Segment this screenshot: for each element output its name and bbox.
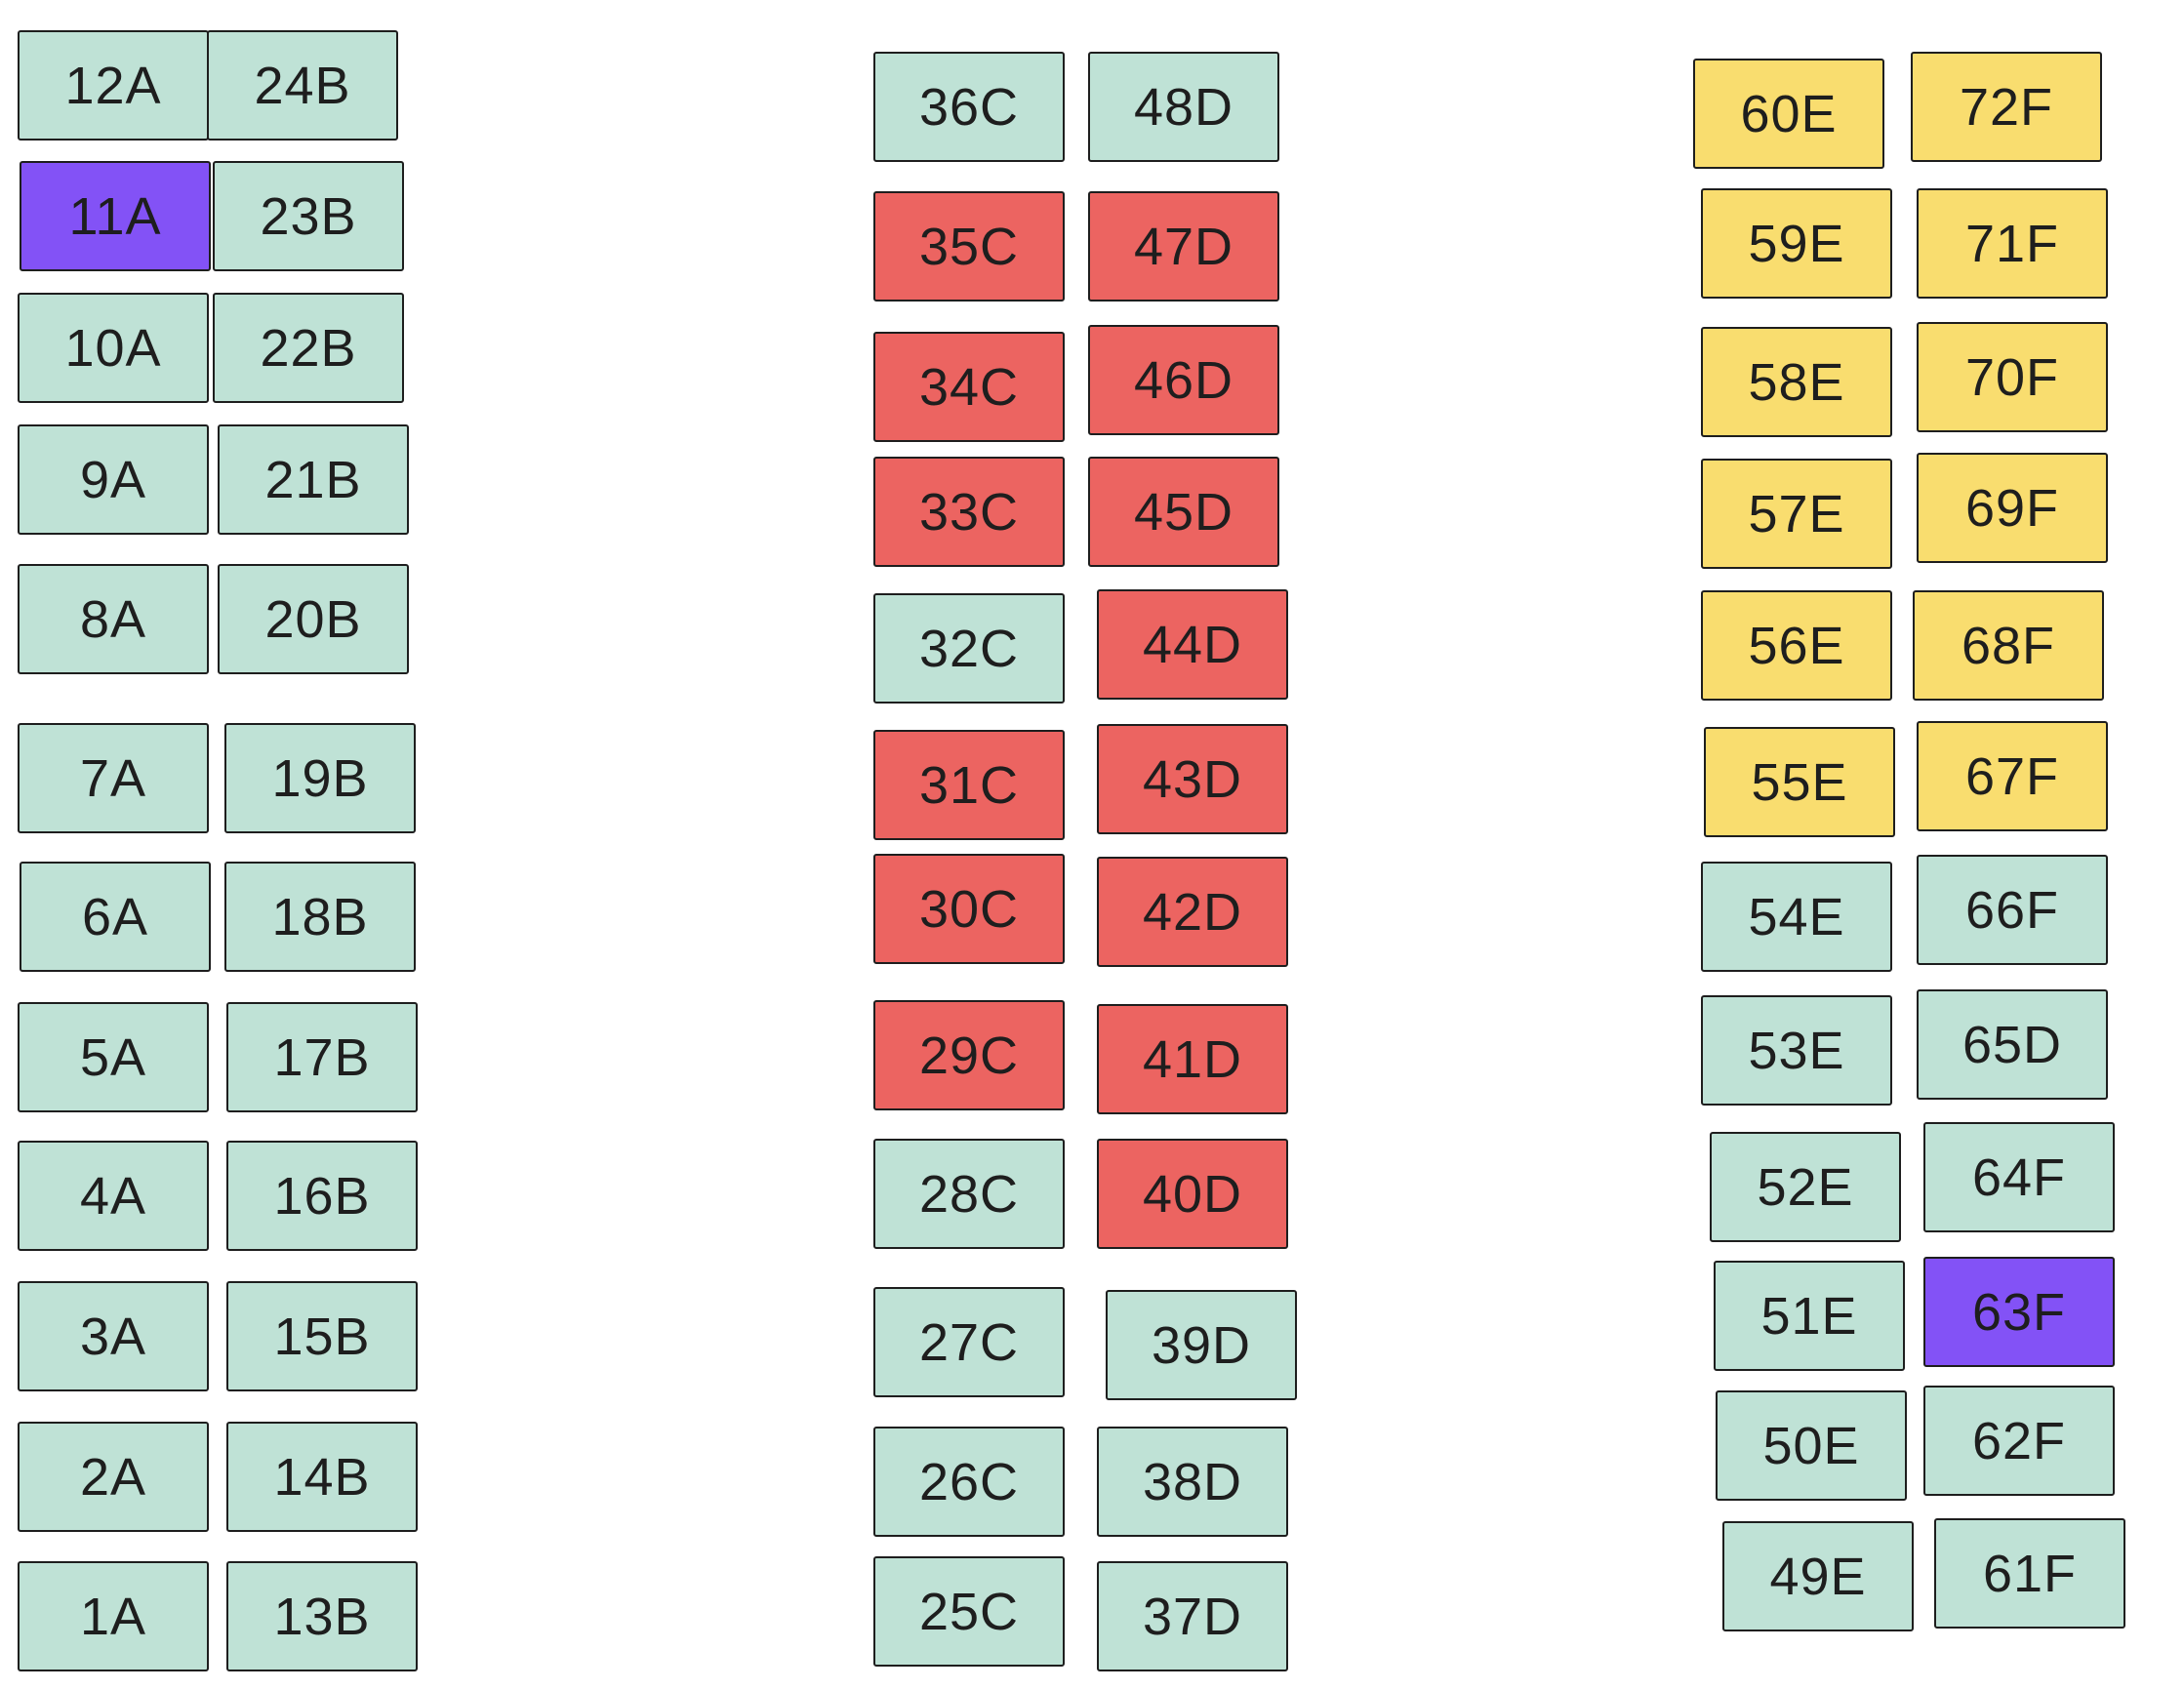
seat-57E[interactable]: 57E <box>1701 459 1892 569</box>
seat-5A[interactable]: 5A <box>18 1002 209 1112</box>
seat-16B[interactable]: 16B <box>226 1141 418 1251</box>
seat-46D[interactable]: 46D <box>1088 325 1279 435</box>
seat-55E[interactable]: 55E <box>1704 727 1895 837</box>
seat-49E[interactable]: 49E <box>1722 1521 1914 1631</box>
seat-25C[interactable]: 25C <box>873 1556 1065 1667</box>
seat-3A[interactable]: 3A <box>18 1281 209 1391</box>
seat-38D[interactable]: 38D <box>1097 1427 1288 1537</box>
seat-44D[interactable]: 44D <box>1097 589 1288 700</box>
seat-68F[interactable]: 68F <box>1913 590 2104 701</box>
seat-8A[interactable]: 8A <box>18 564 209 674</box>
seat-32C[interactable]: 32C <box>873 593 1065 704</box>
seat-10A[interactable]: 10A <box>18 293 209 403</box>
seat-48D[interactable]: 48D <box>1088 52 1279 162</box>
seat-71F[interactable]: 71F <box>1917 188 2108 299</box>
seat-43D[interactable]: 43D <box>1097 724 1288 834</box>
seat-54E[interactable]: 54E <box>1701 862 1892 972</box>
seat-72F[interactable]: 72F <box>1911 52 2102 162</box>
seat-23B[interactable]: 23B <box>213 161 404 271</box>
seat-15B[interactable]: 15B <box>226 1281 418 1391</box>
seat-34C[interactable]: 34C <box>873 332 1065 442</box>
seat-29C[interactable]: 29C <box>873 1000 1065 1110</box>
seat-45D[interactable]: 45D <box>1088 457 1279 567</box>
seat-59E[interactable]: 59E <box>1701 188 1892 299</box>
seat-35C[interactable]: 35C <box>873 191 1065 302</box>
seat-20B[interactable]: 20B <box>218 564 409 674</box>
seat-13B[interactable]: 13B <box>226 1561 418 1671</box>
seat-56E[interactable]: 56E <box>1701 590 1892 701</box>
seat-40D[interactable]: 40D <box>1097 1139 1288 1249</box>
seat-37D[interactable]: 37D <box>1097 1561 1288 1671</box>
seat-41D[interactable]: 41D <box>1097 1004 1288 1114</box>
seat-53E[interactable]: 53E <box>1701 995 1892 1106</box>
seat-17B[interactable]: 17B <box>226 1002 418 1112</box>
seat-33C[interactable]: 33C <box>873 457 1065 567</box>
seat-26C[interactable]: 26C <box>873 1427 1065 1537</box>
seat-1A[interactable]: 1A <box>18 1561 209 1671</box>
seat-42D[interactable]: 42D <box>1097 857 1288 967</box>
seat-7A[interactable]: 7A <box>18 723 209 833</box>
seat-50E[interactable]: 50E <box>1716 1390 1907 1501</box>
seat-52E[interactable]: 52E <box>1710 1132 1901 1242</box>
seat-31C[interactable]: 31C <box>873 730 1065 840</box>
seat-65D[interactable]: 65D <box>1917 989 2108 1100</box>
seat-51E[interactable]: 51E <box>1714 1261 1905 1371</box>
seat-47D[interactable]: 47D <box>1088 191 1279 302</box>
seat-62F[interactable]: 62F <box>1923 1386 2115 1496</box>
seat-67F[interactable]: 67F <box>1917 721 2108 831</box>
seat-58E[interactable]: 58E <box>1701 327 1892 437</box>
seat-2A[interactable]: 2A <box>18 1422 209 1532</box>
seat-70F[interactable]: 70F <box>1917 322 2108 432</box>
seat-9A[interactable]: 9A <box>18 424 209 535</box>
seat-60E[interactable]: 60E <box>1693 59 1884 169</box>
seat-63F[interactable]: 63F <box>1923 1257 2115 1367</box>
seat-66F[interactable]: 66F <box>1917 855 2108 965</box>
seat-69F[interactable]: 69F <box>1917 453 2108 563</box>
seat-30C[interactable]: 30C <box>873 854 1065 964</box>
seat-19B[interactable]: 19B <box>224 723 416 833</box>
seat-61F[interactable]: 61F <box>1934 1518 2125 1629</box>
seat-11A[interactable]: 11A <box>20 161 211 271</box>
seat-12A[interactable]: 12A <box>18 30 209 141</box>
seat-64F[interactable]: 64F <box>1923 1122 2115 1232</box>
seat-18B[interactable]: 18B <box>224 862 416 972</box>
seat-28C[interactable]: 28C <box>873 1139 1065 1249</box>
seat-21B[interactable]: 21B <box>218 424 409 535</box>
seat-4A[interactable]: 4A <box>18 1141 209 1251</box>
seat-36C[interactable]: 36C <box>873 52 1065 162</box>
seat-27C[interactable]: 27C <box>873 1287 1065 1397</box>
seat-6A[interactable]: 6A <box>20 862 211 972</box>
seat-39D[interactable]: 39D <box>1106 1290 1297 1400</box>
seat-24B[interactable]: 24B <box>207 30 398 141</box>
seat-22B[interactable]: 22B <box>213 293 404 403</box>
seat-14B[interactable]: 14B <box>226 1422 418 1532</box>
